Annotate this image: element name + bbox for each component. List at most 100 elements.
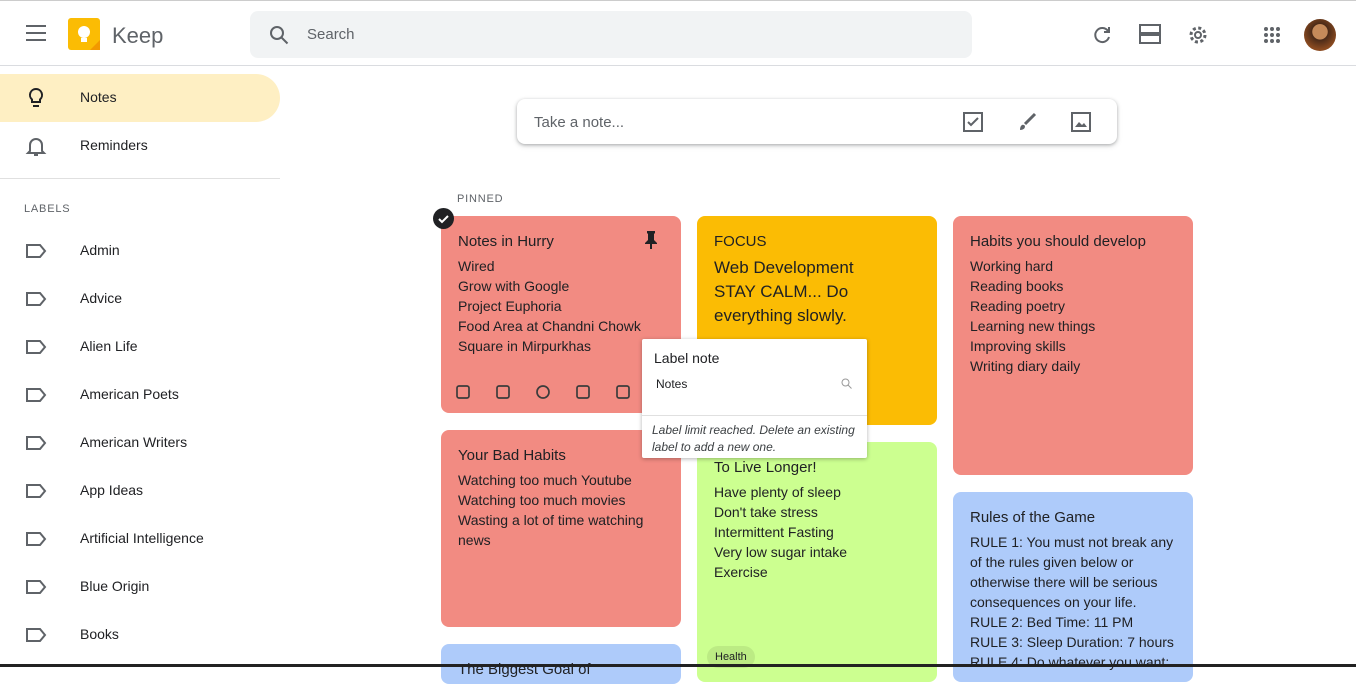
sidebar-label-item[interactable]: American Poets bbox=[0, 371, 280, 419]
search-input[interactable]: Search bbox=[307, 26, 355, 43]
note-line: Working hard bbox=[970, 258, 1054, 274]
sidebar-label-text: Artificial Intelligence bbox=[80, 530, 204, 546]
label-icon bbox=[25, 432, 47, 454]
note-line: Watching too much movies bbox=[458, 492, 626, 508]
sidebar-label-item[interactable]: Alien Life bbox=[0, 323, 280, 371]
sidebar-item-reminders[interactable]: Reminders bbox=[0, 122, 280, 170]
note-line: Project Euphoria bbox=[458, 298, 562, 314]
search-icon[interactable] bbox=[269, 25, 289, 45]
note-card[interactable]: Rules of the Game RULE 1: You must not br… bbox=[953, 492, 1193, 682]
refresh-icon[interactable] bbox=[1092, 25, 1112, 45]
sidebar-label-text: Admin bbox=[80, 242, 120, 258]
sidebar-label-text: Alien Life bbox=[80, 338, 138, 354]
sidebar-label-text: Blue Origin bbox=[80, 578, 150, 594]
note-line: Very low sugar intake bbox=[714, 544, 848, 560]
sidebar-label-text: Advice bbox=[80, 290, 123, 306]
sidebar-label-item[interactable]: American Writers bbox=[0, 419, 280, 467]
pinned-heading: PINNED bbox=[457, 193, 504, 205]
collaborator-icon[interactable] bbox=[495, 384, 511, 400]
list-view-icon[interactable] bbox=[1139, 24, 1161, 44]
note-card[interactable]: Notes in Hurry Wired Grow with Google Proje… bbox=[441, 216, 681, 413]
note-title: Habits you should develop bbox=[970, 233, 1146, 250]
note-line: Reading poetry bbox=[970, 298, 1065, 314]
note-line: Improving skills bbox=[970, 338, 1066, 354]
note-card[interactable]: Your Bad Habits Watching too much Youtube… bbox=[441, 430, 681, 627]
label-icon bbox=[25, 576, 47, 598]
label-icon bbox=[25, 288, 47, 310]
note-title: Your Bad Habits bbox=[458, 447, 566, 464]
note-title: To Live Longer! bbox=[714, 459, 817, 476]
note-line: Learning new things bbox=[970, 318, 1096, 334]
note-title: FOCUS bbox=[714, 233, 767, 250]
divider bbox=[642, 415, 867, 416]
sidebar-label-item[interactable]: Advice bbox=[0, 275, 280, 323]
label-icon bbox=[25, 336, 47, 358]
note-line: Wasting a lot of time watching news bbox=[458, 512, 644, 548]
app-name: Keep bbox=[112, 23, 164, 48]
note-line: STAY CALM... Do bbox=[714, 282, 849, 301]
note-title: The Biggest Goal of bbox=[458, 661, 591, 678]
settings-gear-icon[interactable] bbox=[1187, 24, 1209, 46]
sidebar-item-notes[interactable]: Notes bbox=[0, 74, 280, 122]
label-icon bbox=[25, 480, 47, 502]
note-line: Square in Mirpurkhas bbox=[458, 338, 592, 354]
main-menu-icon[interactable] bbox=[25, 24, 47, 42]
note-line: Food Area at Chandni Chowk bbox=[458, 318, 641, 334]
note-line: Exercise bbox=[714, 564, 768, 580]
note-line: Grow with Google bbox=[458, 278, 570, 294]
note-line: Don't take stress bbox=[714, 504, 818, 520]
note-line: RULE 4: Do whatever you want: bbox=[970, 654, 1170, 670]
sidebar-label-text: American Poets bbox=[80, 386, 179, 402]
labels-heading: LABELS bbox=[24, 203, 71, 215]
image-icon[interactable] bbox=[1071, 112, 1091, 132]
sidebar-label-item[interactable]: Blue Origin bbox=[0, 563, 280, 611]
keep-logo-icon bbox=[68, 18, 100, 50]
note-line: everything slowly. bbox=[714, 306, 847, 325]
sidebar-label-item[interactable]: Admin bbox=[0, 227, 280, 275]
sidebar-label-item[interactable]: Artificial Intelligence bbox=[0, 515, 280, 563]
search-bar[interactable]: Search bbox=[250, 11, 972, 58]
label-icon bbox=[25, 528, 47, 550]
sidebar-label-text: Books bbox=[80, 626, 119, 642]
note-line: Intermittent Fasting bbox=[714, 524, 834, 540]
note-line: Web Development bbox=[714, 258, 854, 277]
bell-icon bbox=[25, 135, 47, 157]
note-card[interactable]: Habits you should develop Working hard Rea… bbox=[953, 216, 1193, 475]
note-line: RULE 1: You must not break any of the ru… bbox=[970, 534, 1174, 610]
note-card[interactable]: To Live Longer! Have plenty of sleep Don't… bbox=[697, 442, 937, 682]
add-image-icon[interactable] bbox=[575, 384, 591, 400]
brush-icon[interactable] bbox=[1017, 112, 1037, 132]
archive-icon[interactable] bbox=[615, 384, 631, 400]
select-checkmark-icon[interactable] bbox=[433, 208, 454, 229]
take-note-input[interactable]: Take a note... bbox=[534, 114, 625, 131]
label-note-popup: Label note Notes Label limit reached. De… bbox=[642, 339, 867, 458]
sidebar-label-item[interactable]: App Ideas bbox=[0, 467, 280, 515]
popup-title: Label note bbox=[654, 350, 720, 366]
note-line: Reading books bbox=[970, 278, 1064, 294]
note-line: Wired bbox=[458, 258, 495, 274]
sidebar-item-label: Reminders bbox=[80, 137, 148, 153]
add-reminder-icon[interactable] bbox=[455, 384, 471, 400]
lightbulb-icon bbox=[25, 87, 47, 109]
take-note-bar[interactable]: Take a note... bbox=[517, 99, 1117, 144]
sidebar-label-text: American Writers bbox=[80, 434, 188, 450]
palette-icon[interactable] bbox=[535, 384, 551, 400]
checkbox-icon[interactable] bbox=[963, 112, 983, 132]
note-line: Writing diary daily bbox=[970, 358, 1081, 374]
label-limit-message: Label limit reached. Delete an existing … bbox=[652, 423, 855, 454]
screen-edge bbox=[0, 664, 1356, 667]
sidebar-item-label: Notes bbox=[80, 89, 117, 105]
user-avatar[interactable] bbox=[1304, 19, 1336, 51]
note-line: Have plenty of sleep bbox=[714, 484, 841, 500]
top-bar: Keep Search bbox=[0, 0, 1356, 66]
divider bbox=[0, 178, 280, 179]
sidebar-label-item[interactable]: Books bbox=[0, 611, 280, 659]
pin-icon[interactable] bbox=[643, 230, 659, 250]
label-icon bbox=[25, 384, 47, 406]
apps-grid-icon[interactable] bbox=[1263, 26, 1281, 44]
note-label-chip[interactable]: Health bbox=[707, 646, 755, 668]
label-search-input[interactable]: Notes bbox=[656, 377, 688, 391]
note-line: Watching too much Youtube bbox=[458, 472, 632, 488]
note-title: Rules of the Game bbox=[970, 509, 1096, 526]
sidebar-label-text: App Ideas bbox=[80, 482, 144, 498]
